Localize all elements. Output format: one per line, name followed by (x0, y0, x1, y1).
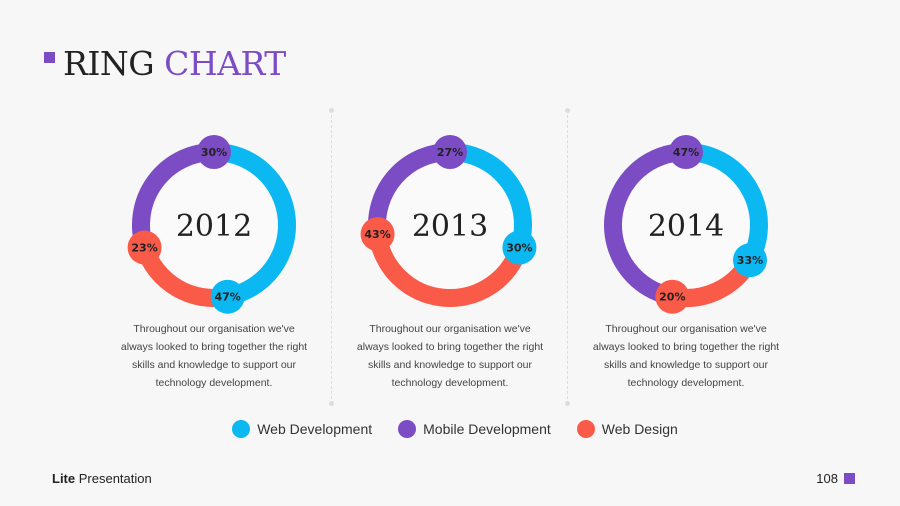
ring-charts: 47% 23% 30% 2012 30% 43% 27% 2013 33% 20% 47% 2014 (127, 135, 768, 314)
ring-segment-web-development (449, 143, 532, 251)
divider (565, 108, 570, 406)
title-part2: CHART (164, 44, 286, 83)
ring-segment-web-design (368, 232, 528, 307)
page-number: 108 (816, 471, 855, 486)
legend-dot-icon (398, 420, 417, 438)
description-2014: Throughout our organisation we've always … (586, 320, 786, 392)
value-bubble-web-design (655, 279, 690, 314)
legend-label: Web Development (257, 421, 373, 437)
legend-label: Mobile Development (423, 421, 551, 437)
desc-line: technology development. (391, 377, 509, 389)
desc-line: Throughout our organisation we've (605, 323, 767, 335)
value-label: 43% (364, 228, 390, 241)
value-label: 30% (201, 146, 227, 159)
legend-web-development: Web Development (232, 420, 372, 438)
value-bubble-web-development (210, 279, 245, 314)
desc-line: technology development. (627, 377, 745, 389)
desc-line: always looked to bring together the righ… (356, 341, 544, 353)
legend-dot-icon (232, 420, 251, 438)
value-bubble-web-design (127, 230, 162, 265)
value-bubble-mobile-development (433, 135, 467, 169)
value-label: 30% (506, 242, 532, 255)
desc-line: always looked to bring together the righ… (120, 341, 308, 353)
desc-line: skills and knowledge to support our (131, 359, 296, 371)
ring-segment-web-development (685, 143, 768, 265)
value-label: 47% (673, 146, 699, 159)
ring-segment-mobile-development (132, 143, 215, 251)
ring-segment-mobile-development (604, 143, 687, 306)
page-number-text: 108 (816, 471, 838, 486)
ring-year-label: 2014 (648, 209, 724, 244)
footer-brand: Lite Presentation (52, 471, 152, 486)
ring-center (622, 161, 750, 289)
value-label: 47% (215, 291, 241, 304)
desc-line: always looked to bring together the righ… (592, 341, 780, 353)
slide-title: RING CHART (44, 44, 286, 83)
legend: Web Development Mobile Development Web D… (0, 420, 900, 438)
legend-dot-icon (576, 420, 595, 438)
desc-line: skills and knowledge to support our (367, 359, 532, 371)
value-label: 27% (437, 146, 463, 159)
page-square-icon (844, 473, 855, 484)
brand-rest: Presentation (75, 471, 152, 486)
value-bubble-mobile-development (669, 135, 703, 169)
desc-line: Throughout our organisation we've (133, 323, 295, 335)
description-2012: Throughout our organisation we've always … (114, 320, 314, 392)
value-label: 33% (737, 254, 763, 267)
description-2013: Throughout our organisation we've always … (350, 320, 550, 392)
ring-year-label: 2013 (412, 209, 488, 244)
value-bubble-web-development (732, 243, 767, 278)
legend-label: Web Design (601, 421, 678, 437)
value-bubble-web-design (360, 217, 395, 252)
value-label: 23% (131, 242, 157, 255)
value-bubble-mobile-development (197, 135, 231, 169)
ring-year-label: 2012 (176, 209, 252, 244)
value-label: 20% (659, 291, 685, 304)
title-part1: RING (63, 44, 155, 83)
legend-mobile-development: Mobile Development (398, 420, 551, 438)
brand-bold: Lite (52, 471, 76, 486)
legend-web-design: Web Design (576, 420, 678, 438)
value-bubble-web-development (502, 230, 537, 265)
ring-segment-web-development (213, 143, 296, 306)
ring-center (150, 161, 278, 289)
desc-line: skills and knowledge to support our (603, 359, 768, 371)
divider (329, 108, 334, 406)
desc-line: Throughout our organisation we've (369, 323, 531, 335)
title-square-icon (44, 52, 55, 63)
ring-center (386, 161, 514, 289)
desc-line: technology development. (155, 377, 273, 389)
